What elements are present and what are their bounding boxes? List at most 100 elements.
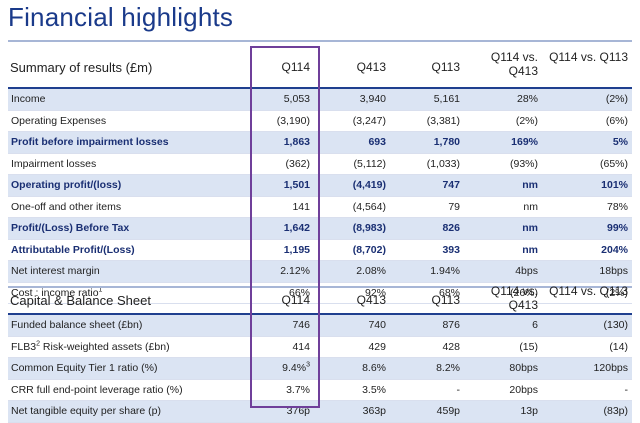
- cell-value: 141: [292, 200, 310, 213]
- col-header-q114-vs-q413: Q114 vs. Q413: [490, 50, 538, 78]
- cell-value: 204%: [601, 243, 628, 256]
- capital-header: Capital & Balance Sheet Q114 Q413 Q113 Q…: [8, 284, 632, 316]
- cell-value: 18bps: [599, 265, 628, 277]
- cell-value: (3,190): [276, 114, 310, 127]
- cell-value: 740: [368, 319, 386, 331]
- footnote-marker: 2: [36, 340, 41, 347]
- col-header-q114: Q114: [281, 60, 310, 74]
- cell-value: 1,863: [283, 136, 310, 148]
- cell-value: 1,195: [283, 243, 310, 256]
- row-label: Common Equity Tier 1 ratio (%): [11, 362, 158, 374]
- row-label: Profit/(Loss) Before Tax: [11, 222, 130, 234]
- summary-header: Summary of results (£m) Q114 Q413 Q113 Q…: [8, 44, 632, 88]
- cell-value: 20bps: [509, 383, 538, 396]
- cell-value: 120bps: [593, 362, 628, 374]
- footnote-marker: 1: [98, 286, 103, 293]
- cell-value: 169%: [511, 136, 538, 148]
- row-label: Profit before impairment losses: [11, 136, 169, 148]
- cell-value: (4,419): [352, 179, 386, 191]
- cell-value: (5,112): [353, 157, 387, 170]
- table-row: One-off and other items 141 (4,564) 79 nm 78%: [8, 197, 632, 218]
- cell-value: (8,983): [352, 222, 386, 234]
- row-label: CRR full end-point leverage ratio (%): [11, 383, 183, 396]
- title-rule: [8, 40, 632, 42]
- cell-value: nm: [522, 222, 538, 234]
- cell-value: (4,564): [352, 200, 386, 213]
- cell-value: (14): [609, 340, 628, 353]
- table-row: Impairment losses (362) (5,112) (1,033) (93%…: [8, 154, 632, 175]
- capital-header-rule: [8, 313, 632, 315]
- capital-heading: Capital & Balance Sheet: [10, 293, 151, 308]
- cell-value: nm: [523, 200, 538, 213]
- cell-value: 92%: [364, 286, 386, 299]
- cap-col-header-q114: Q114: [281, 293, 310, 307]
- cell-value: 28%: [516, 93, 538, 105]
- cell-value: 826: [442, 222, 460, 234]
- cell-value: (15): [519, 340, 538, 353]
- col-header-q114-vs-q113: Q114 vs. Q113: [549, 50, 628, 64]
- cell-value: 5,161: [433, 93, 460, 105]
- cell-value: 1,780: [433, 136, 460, 148]
- cell-value: (8,702): [352, 243, 386, 256]
- table-row: Funded balance sheet (£bn) 746 740 876 6 (130…: [8, 315, 632, 337]
- cell-value: (2%): [605, 286, 628, 299]
- cell-value: 459p: [436, 405, 460, 417]
- cell-value: 747: [442, 179, 460, 191]
- row-label: Cost : income ratio1: [11, 286, 103, 299]
- cell-value: 68%: [438, 286, 460, 299]
- table-row: Attributable Profit/(Loss) 1,195 (8,702) 39…: [8, 240, 632, 261]
- cell-value: 5%: [612, 136, 628, 148]
- row-label: Operating Expenses: [11, 114, 107, 127]
- section-gap-rule: [8, 286, 632, 288]
- page-title: Financial highlights: [8, 2, 234, 32]
- capital-table: Funded balance sheet (£bn) 746 740 876 6 (130…: [8, 315, 632, 423]
- summary-header-rule: [8, 87, 632, 89]
- cell-value: nm: [522, 243, 538, 256]
- cell-value: (1,033): [426, 157, 460, 170]
- cell-value: 376p: [286, 405, 310, 417]
- table-row: Cost : income ratio1 66% 92% 68% (26%) (2%): [8, 283, 632, 304]
- cell-value: 1,501: [283, 179, 310, 191]
- col-header-q113: Q113: [431, 60, 460, 74]
- cell-value: 6: [532, 319, 538, 331]
- cell-value: 4bps: [515, 265, 538, 277]
- cell-value: (2%): [605, 93, 628, 105]
- summary-table: Income 5,053 3,940 5,161 28% (2%) Operating Ex…: [8, 89, 632, 304]
- cell-value: 3,940: [359, 93, 386, 105]
- cap-col-header-q413: Q413: [356, 293, 386, 307]
- cell-value: nm: [522, 179, 538, 191]
- cell-value: (93%): [509, 157, 538, 170]
- cell-value: 363p: [362, 405, 386, 417]
- table-row: CRR full end-point leverage ratio (%) 3.7…: [8, 380, 632, 401]
- row-label: Income: [11, 93, 46, 105]
- cell-value: 80bps: [509, 362, 538, 374]
- cell-value: 746: [292, 319, 310, 331]
- cell-value: 78%: [606, 200, 628, 213]
- col-header-q413: Q413: [356, 60, 386, 74]
- table-row: Operating Expenses (3,190) (3,247) (3,381) (…: [8, 111, 632, 132]
- cell-value: 9.4%3: [282, 361, 310, 375]
- cell-value: -: [456, 383, 461, 396]
- cell-value: 393: [442, 243, 460, 256]
- footnote-marker: 3: [306, 361, 310, 369]
- table-row: Net tangible equity per share (p) 376p 363…: [8, 401, 632, 423]
- cell-value: 66%: [288, 286, 310, 299]
- cell-value: 693: [368, 136, 386, 148]
- row-label: FLB32 Risk-weighted assets (£bn): [11, 340, 170, 353]
- table-row: Operating profit/(loss) 1,501 (4,419) 747 nm…: [8, 175, 632, 197]
- cell-value: (83p): [603, 405, 628, 417]
- table-row: Income 5,053 3,940 5,161 28% (2%): [8, 89, 632, 111]
- table-row: Common Equity Tier 1 ratio (%) 9.4%3 8.6% 8…: [8, 358, 632, 380]
- cell-value: (362): [285, 157, 310, 170]
- cell-value: 429: [368, 340, 386, 353]
- cell-value: 2.08%: [356, 265, 386, 277]
- row-label: One-off and other items: [11, 200, 122, 213]
- cell-value: (65%): [599, 157, 628, 170]
- cell-value: (6%): [605, 114, 628, 127]
- table-row: Profit before impairment losses 1,863 693 1…: [8, 132, 632, 154]
- row-label: Net interest margin: [11, 265, 100, 277]
- cap-col-header-q114-vs-q413: Q114 vs. Q413: [490, 284, 538, 312]
- cell-value: 428: [442, 340, 460, 353]
- row-label: Net tangible equity per share (p): [11, 405, 161, 417]
- cell-value: 101%: [601, 179, 628, 191]
